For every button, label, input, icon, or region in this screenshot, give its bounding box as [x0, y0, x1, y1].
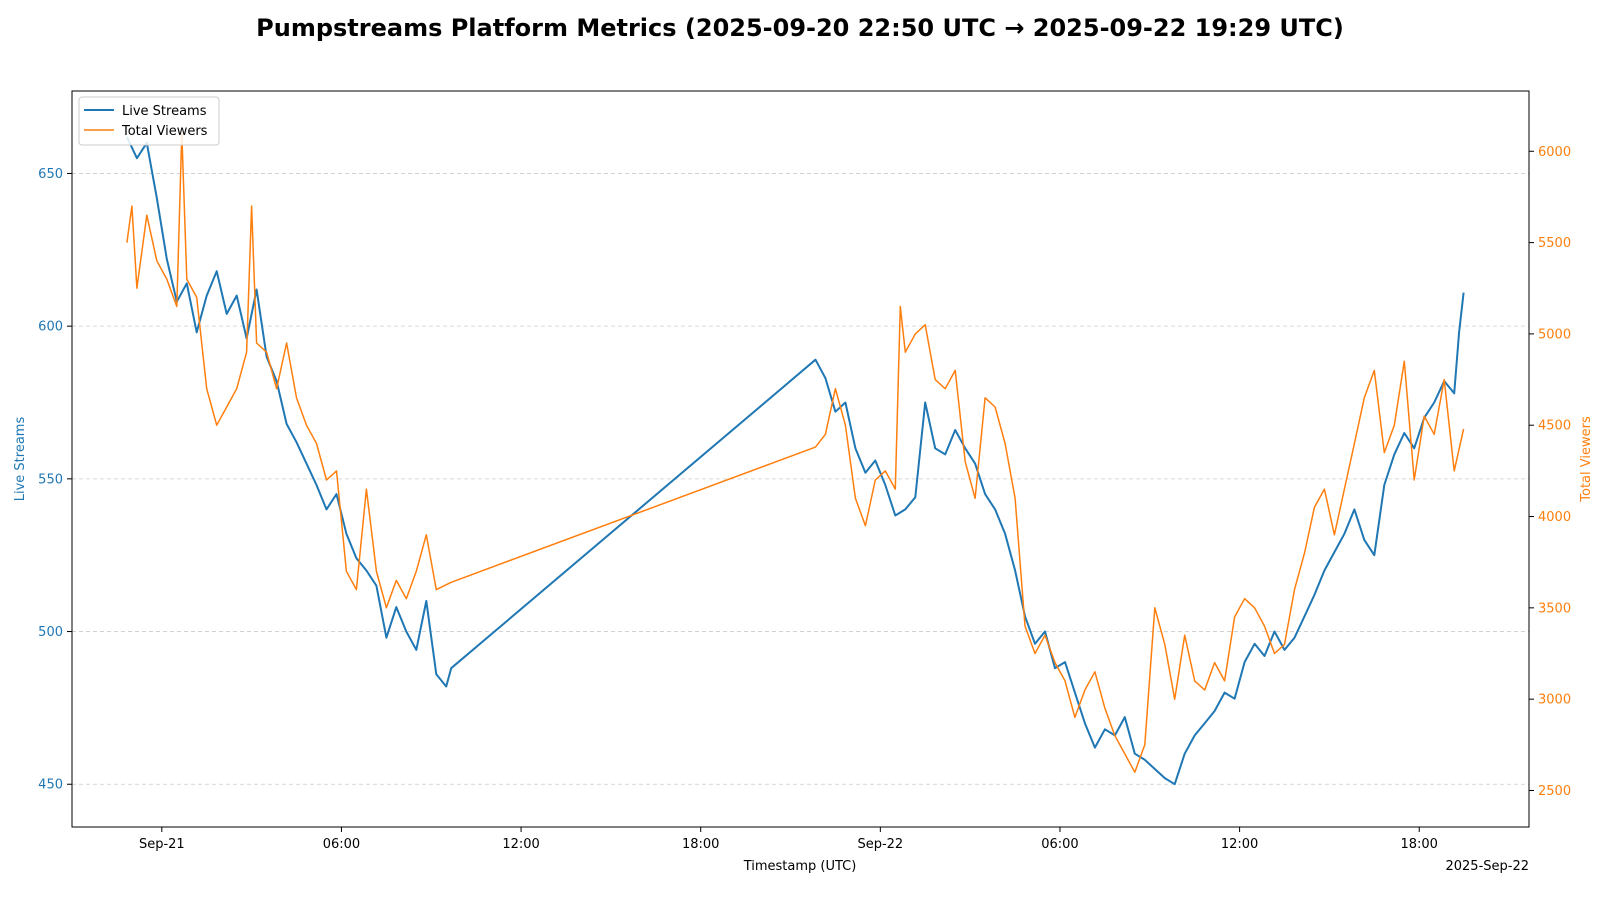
- left-tick-label: 500: [38, 625, 63, 640]
- x-axis-label: Timestamp (UTC): [743, 859, 857, 874]
- right-tick-label: 3500: [1538, 601, 1571, 616]
- series-line-total-viewers: [126, 132, 1465, 773]
- left-y-axis: 450 500 550 600 650: [38, 167, 72, 793]
- series-layer: [125, 132, 1465, 786]
- right-y-axis-label: Total Viewers: [1579, 416, 1594, 503]
- left-tick-label: 450: [38, 778, 63, 793]
- plot-area-frame: [71, 90, 1530, 828]
- series-line-live-streams: [125, 136, 1465, 786]
- legend-label-total-viewers: Total Viewers: [121, 124, 208, 139]
- left-tick-label: 650: [38, 167, 63, 182]
- right-tick-label: 6000: [1538, 145, 1571, 160]
- right-tick-label: 5000: [1538, 327, 1571, 342]
- grid-lines: [72, 173, 1529, 785]
- x-tick-label: 06:00: [323, 837, 360, 852]
- x-tick-label: 12:00: [502, 837, 539, 852]
- chart-title: Pumpstreams Platform Metrics (2025-09-20…: [256, 14, 1344, 42]
- right-tick-label: 2500: [1538, 784, 1571, 799]
- legend-label-live-streams: Live Streams: [122, 104, 207, 119]
- right-tick-label: 4500: [1538, 419, 1571, 434]
- right-tick-label: 5500: [1538, 236, 1571, 251]
- x-tick-label: 12:00: [1221, 837, 1258, 852]
- left-tick-label: 600: [38, 320, 63, 335]
- x-tick-label: 18:00: [682, 837, 719, 852]
- legend: Live Streams Total Viewers: [78, 96, 220, 146]
- x-tick-label: 18:00: [1400, 837, 1437, 852]
- x-tick-label: Sep-22: [857, 837, 903, 852]
- right-y-axis: 2500 3000 3500 4000 4500 5000 5500 6000: [1529, 145, 1571, 799]
- x-tick-label: Sep-21: [139, 837, 185, 852]
- x-axis: Sep-21 06:00 12:00 18:00 Sep-22 06:00 12:00 18:…: [139, 827, 1438, 852]
- left-tick-label: 550: [38, 472, 63, 487]
- right-tick-label: 3000: [1538, 693, 1571, 708]
- x-tick-label: 06:00: [1041, 837, 1078, 852]
- left-y-axis-label: Live Streams: [13, 417, 28, 502]
- x-axis-offset-label: 2025-Sep-22: [1445, 859, 1529, 874]
- right-tick-label: 4000: [1538, 510, 1571, 525]
